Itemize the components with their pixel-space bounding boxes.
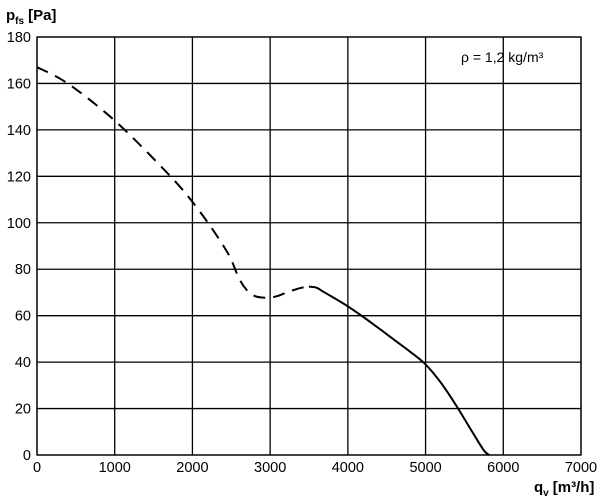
y-tick-label: 160 bbox=[7, 76, 31, 92]
y-axis-label-sub: fs bbox=[15, 16, 24, 27]
x-axis-label-sub: v bbox=[543, 488, 549, 499]
x-tick-label: 4000 bbox=[332, 460, 364, 476]
pressure-curve-dashed bbox=[36, 66, 310, 299]
y-tick-label: 60 bbox=[15, 309, 31, 325]
x-tick-label: 5000 bbox=[409, 460, 441, 476]
y-axis-label: pfs [Pa] bbox=[6, 7, 56, 27]
grid bbox=[36, 36, 582, 456]
pressure-curve-solid bbox=[308, 285, 490, 456]
y-tick-label: 40 bbox=[15, 355, 31, 371]
x-tick-label: 7000 bbox=[565, 460, 597, 476]
x-tick-label: 1000 bbox=[99, 460, 131, 476]
y-axis-label-unit: [Pa] bbox=[28, 7, 56, 24]
air-density-annotation: ρ = 1,2 kg/m³ bbox=[461, 49, 544, 65]
y-tick-label: 140 bbox=[7, 123, 31, 139]
x-axis-label-main: q bbox=[534, 479, 543, 496]
y-tick-label: 100 bbox=[7, 216, 31, 232]
x-tick-label: 2000 bbox=[176, 460, 208, 476]
y-tick-label: 180 bbox=[7, 30, 31, 46]
x-axis-label: qv [m³/h] bbox=[534, 479, 594, 499]
y-tick-label: 0 bbox=[23, 448, 31, 464]
y-tick-label: 20 bbox=[15, 402, 31, 418]
tick-labels: 0 1000 2000 3000 4000 5000 6000 7000 0 20 40 60 80 10… bbox=[7, 30, 597, 476]
y-tick-label: 80 bbox=[15, 262, 31, 278]
plot-frame bbox=[36, 36, 582, 456]
y-axis-label-main: p bbox=[6, 7, 15, 24]
y-tick-label: 120 bbox=[7, 169, 31, 185]
curves bbox=[36, 66, 490, 456]
x-tick-label: 0 bbox=[33, 460, 41, 476]
x-tick-label: 3000 bbox=[254, 460, 286, 476]
x-axis-label-unit: [m³/h] bbox=[553, 479, 595, 496]
x-tick-label: 6000 bbox=[487, 460, 519, 476]
